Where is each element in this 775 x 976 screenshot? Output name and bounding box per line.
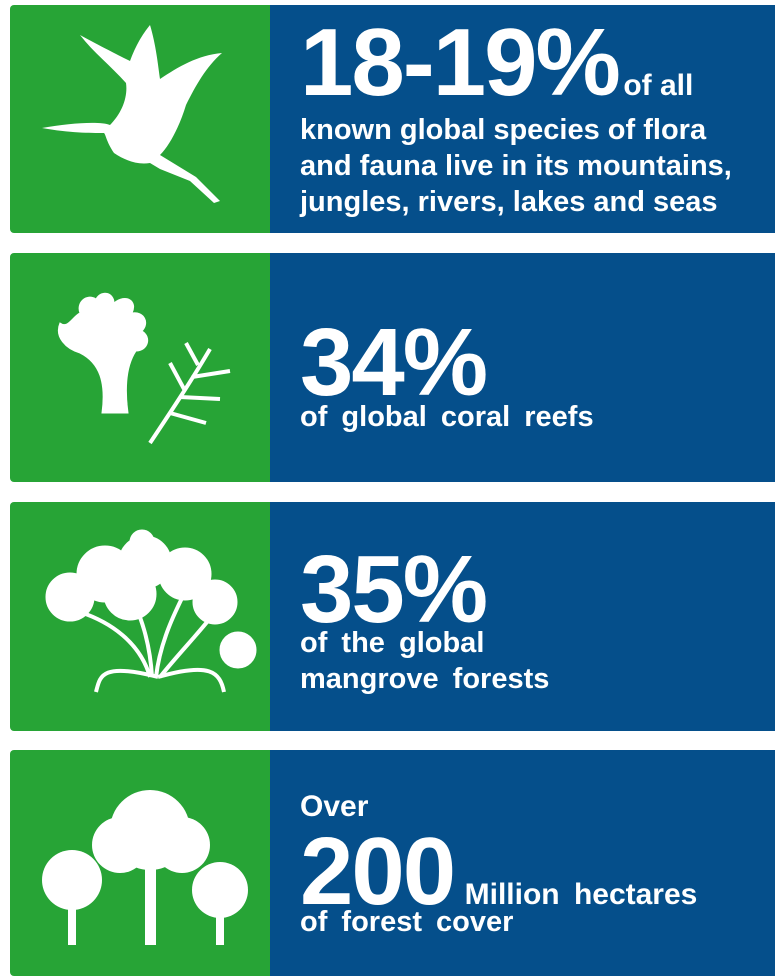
text-panel [270, 253, 775, 482]
icon-panel [10, 502, 270, 731]
headline: 34% [300, 315, 488, 411]
text-panel [270, 750, 775, 976]
headline: 35% [300, 542, 488, 638]
card-species: 18-19% of all known global species of fl… [10, 5, 775, 233]
description: known global species of flora and fauna … [300, 112, 732, 220]
description: of forest cover [300, 904, 513, 940]
line: mangrove forests [300, 663, 550, 695]
card-coral: 34% of global coral reefs [10, 253, 775, 482]
headline: 34% [300, 309, 488, 416]
description: of global coral reefs [300, 399, 594, 435]
headline: 18-19% [300, 9, 621, 116]
text-panel [270, 5, 775, 233]
headline-row: 18-19% of all [300, 15, 693, 111]
bird-icon [42, 25, 222, 203]
headline: 200 [300, 818, 456, 925]
mangrove-icon [45, 529, 257, 693]
prefix: Over [300, 790, 369, 823]
line: of the global [300, 627, 485, 659]
suffix: of all [623, 69, 694, 102]
line: jungles, rivers, lakes and seas [300, 186, 718, 218]
coral-icon [58, 292, 231, 445]
text-panel [270, 502, 775, 731]
icon-panel [10, 253, 270, 482]
line: and fauna live in its mountains, [300, 150, 732, 182]
card-mangrove: 35% of the global mangrove forests [10, 502, 775, 731]
line: known global species of flora [300, 114, 707, 146]
headline-row: 200 Million hectares [300, 824, 697, 920]
suffix: Million hectares [464, 878, 698, 911]
headline: 35% [300, 536, 488, 643]
trees-icon [42, 790, 248, 945]
line: of forest cover [300, 906, 514, 938]
card-forest: Over 200 Million hectares of forest cove… [10, 750, 775, 976]
icon-panel [10, 750, 270, 976]
description: of the global mangrove forests [300, 625, 549, 697]
icon-panel [10, 5, 270, 233]
line: of global coral reefs [300, 401, 594, 433]
